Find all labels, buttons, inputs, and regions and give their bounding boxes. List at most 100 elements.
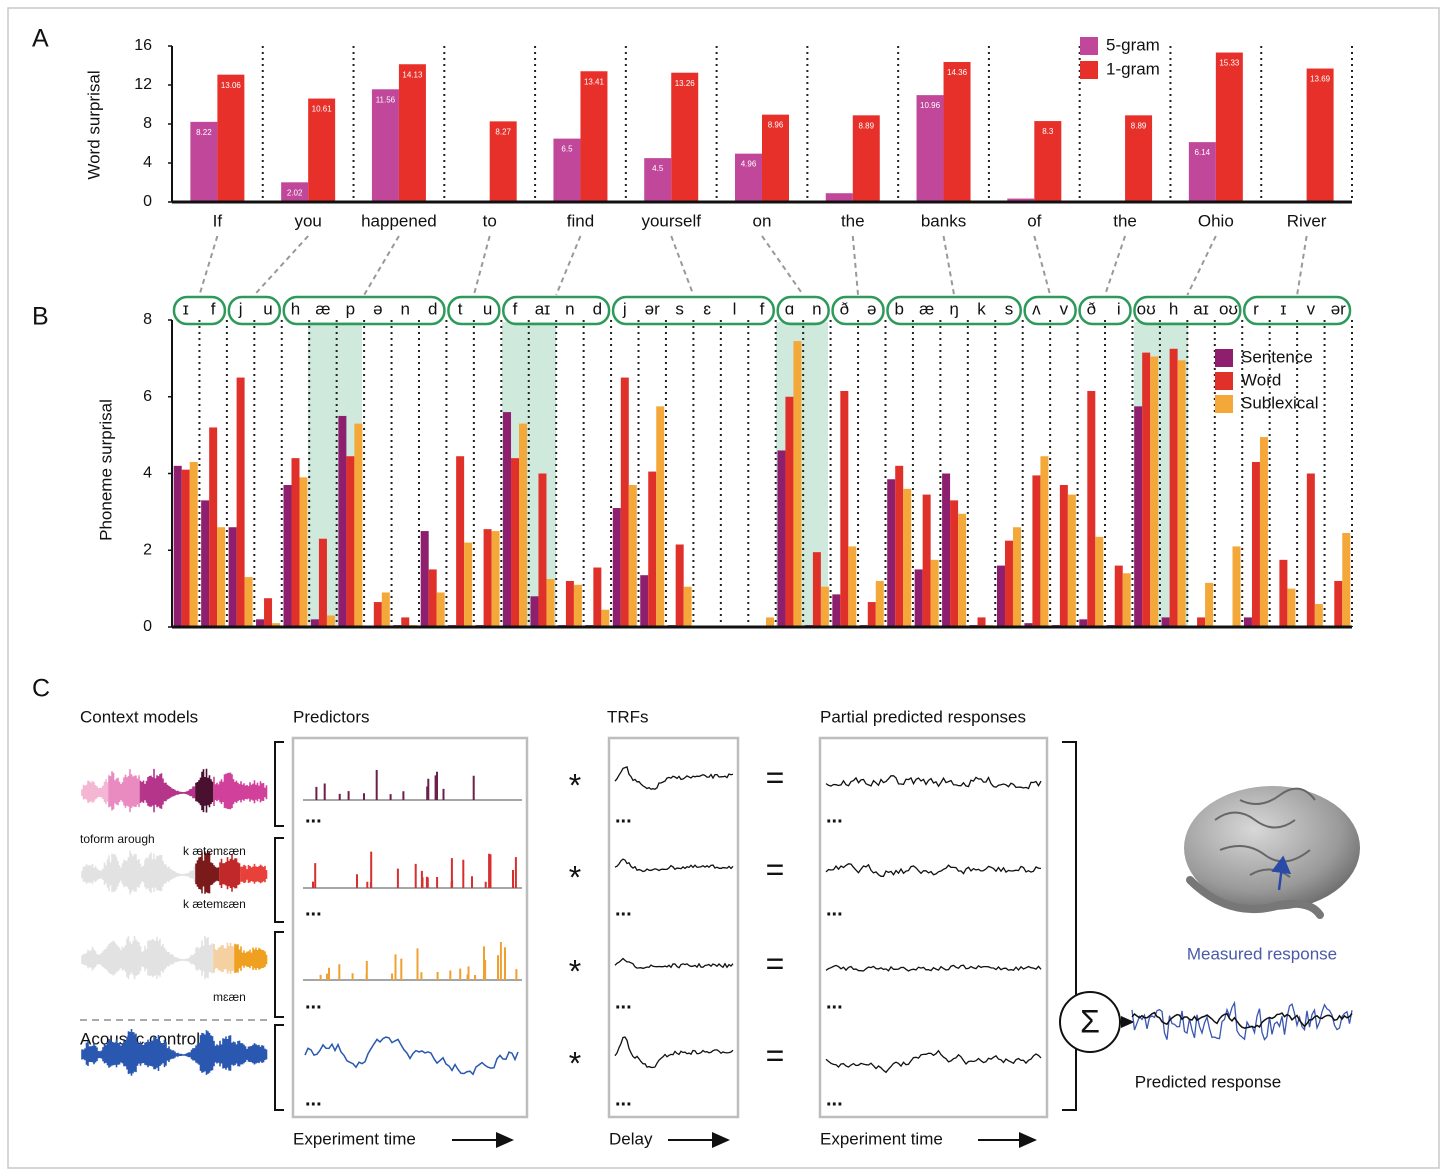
legend-label: Word: [1241, 370, 1281, 389]
x-tick-label: k: [977, 299, 986, 318]
bar: [1169, 348, 1178, 627]
time-axis-label: Experiment time: [293, 1129, 416, 1148]
x-tick-label: b: [894, 299, 903, 318]
waveform: [234, 943, 268, 973]
bar: [326, 615, 335, 627]
bar: [848, 546, 857, 627]
y-tick-label: 4: [143, 154, 152, 171]
bar: [832, 594, 841, 627]
x-tick-label: j: [622, 299, 627, 318]
bar: [464, 542, 473, 627]
x-tick-label: ər: [1331, 299, 1346, 318]
bar: [1334, 580, 1343, 627]
bar: [1095, 536, 1104, 627]
trf: [614, 1036, 734, 1069]
bar: [491, 531, 500, 627]
bracket: [1062, 741, 1077, 1111]
bar: [420, 531, 429, 627]
bar: [401, 617, 410, 627]
legend-label: Sublexical: [1241, 393, 1319, 412]
bar: [1024, 623, 1033, 627]
x-tick-label: p: [346, 299, 355, 318]
bar: [640, 575, 649, 627]
waveform: [240, 863, 268, 884]
bar: [371, 89, 399, 202]
data-label: 13.26: [675, 79, 696, 88]
y-tick-label: 12: [134, 76, 152, 93]
x-tick-label: the: [841, 211, 865, 230]
bar: [1215, 52, 1243, 202]
word-link: [363, 235, 400, 296]
bar: [1287, 588, 1296, 627]
x-tick-label: v: [1307, 299, 1316, 318]
bar: [1205, 582, 1214, 627]
bar: [1142, 352, 1151, 627]
bar: [950, 500, 959, 627]
y-tick-label: 6: [143, 388, 152, 405]
waveform: [195, 851, 220, 894]
bar: [671, 72, 699, 202]
bar: [887, 479, 896, 627]
bar: [644, 158, 672, 202]
x-tick-label: n: [812, 299, 821, 318]
bar: [1079, 619, 1088, 627]
bar: [283, 485, 292, 627]
bar: [785, 396, 794, 627]
bar: [977, 617, 986, 627]
word-group: [1133, 295, 1242, 326]
bar: [530, 596, 539, 627]
x-tick-label: find: [567, 211, 594, 230]
waveform: [81, 1029, 268, 1076]
ellipsis: ...: [305, 991, 322, 1013]
trf-box: [607, 736, 740, 1119]
word-group: [831, 295, 885, 326]
waveform: [81, 779, 109, 804]
bar: [656, 406, 665, 627]
word-group: [886, 295, 1022, 326]
partial-response: [825, 775, 1042, 790]
ellipsis: ...: [826, 1088, 843, 1110]
stimulus-label: mɛæn: [213, 990, 246, 1004]
equals: =: [766, 945, 785, 981]
x-tick-label: d: [428, 299, 437, 318]
bar: [895, 465, 904, 627]
legend-swatch: [1215, 349, 1233, 367]
x-tick-label: ð: [1087, 299, 1096, 318]
bar: [1040, 456, 1049, 627]
predicted-label: Predicted response: [1135, 1072, 1281, 1091]
word-group: [502, 295, 611, 326]
ellipsis: ...: [305, 1088, 322, 1110]
bar: [593, 567, 602, 627]
word-group: [776, 295, 830, 326]
y-tick-label: 2: [143, 541, 152, 558]
data-label: 14.13: [402, 70, 423, 79]
bar: [1251, 461, 1260, 627]
bar: [1125, 115, 1153, 202]
x-tick-label: happened: [361, 211, 437, 230]
bar: [511, 458, 520, 627]
bar: [1161, 617, 1170, 627]
bar: [1342, 532, 1351, 627]
x-tick-label: of: [1027, 211, 1041, 230]
x-tick-label: ð: [840, 299, 849, 318]
word-link: [761, 235, 804, 296]
bar: [373, 602, 382, 627]
data-label: 15.33: [1219, 59, 1240, 68]
ellipsis: ...: [615, 1088, 632, 1110]
bar: [812, 552, 821, 627]
brain: [1214, 787, 1316, 878]
bar: [189, 461, 198, 627]
bar: [852, 115, 880, 202]
bar: [675, 544, 684, 627]
word-link: [942, 235, 956, 296]
bar: [903, 488, 912, 627]
bar: [1243, 617, 1252, 627]
legend-swatch: [1215, 372, 1233, 390]
bar: [943, 61, 971, 202]
waveform: [213, 942, 235, 974]
x-tick-label: d: [593, 299, 602, 318]
waveform: [108, 769, 140, 813]
panel-label: C: [32, 675, 50, 703]
bar: [762, 114, 789, 202]
bar: [308, 98, 336, 202]
